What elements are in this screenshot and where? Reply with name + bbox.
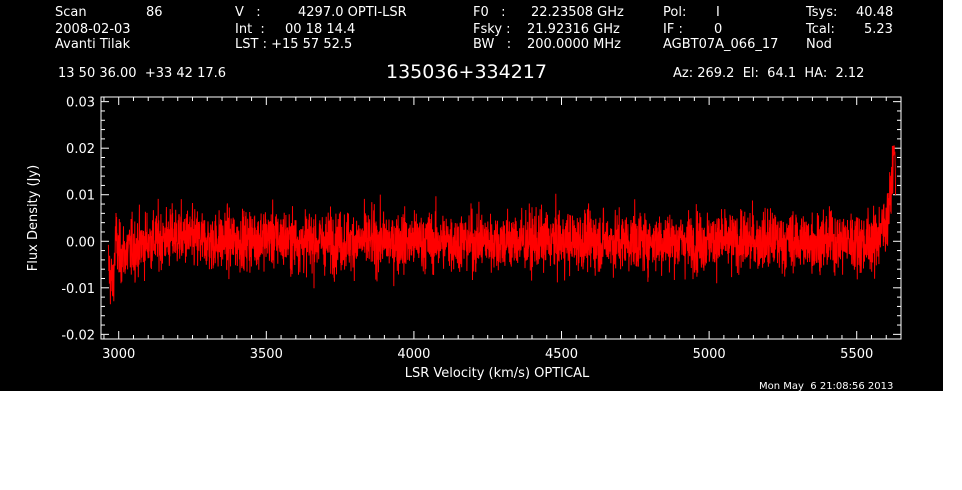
fsky-value: 21.92316 GHz — [527, 22, 620, 37]
scan-number: 86 — [146, 5, 163, 20]
observer-name: Avanti Tilak — [55, 37, 131, 52]
x-tick-label: 5500 — [840, 347, 873, 362]
y-tick-label: 0.03 — [66, 96, 95, 111]
tcal-value: 5.23 — [864, 22, 893, 37]
source-name: 135036+334217 — [386, 61, 547, 83]
int-label: Int : — [235, 22, 265, 37]
y-tick-label: 0.01 — [66, 189, 95, 204]
y-axis-label: Flux Density (Jy) — [26, 165, 41, 271]
int-value: 00 18 14.4 — [285, 22, 356, 37]
plot-frame — [100, 96, 902, 340]
pol-label: Pol: — [663, 5, 687, 20]
source-coordinates: 13 50 36.00 +33 42 17.6 — [58, 66, 227, 81]
x-tick-label: 4000 — [397, 347, 430, 362]
if-value: 0 — [714, 22, 723, 37]
velocity-label: V : — [235, 5, 261, 20]
x-tick-label: 3500 — [250, 347, 283, 362]
bw-value: 200.0000 MHz — [527, 37, 621, 52]
y-tick-label: 0.02 — [66, 142, 95, 157]
x-tick-label: 4500 — [545, 347, 578, 362]
if-label: IF : — [663, 22, 683, 37]
az-el-ha: Az: 269.2 El: 64.1 HA: 2.12 — [673, 66, 865, 81]
spectrum-series-line — [107, 145, 897, 305]
plot-panel — [0, 0, 943, 391]
fsky-label: Fsky : — [473, 22, 511, 37]
x-tick-label: 3000 — [102, 347, 135, 362]
bw-label: BW : — [473, 37, 512, 52]
f0-value: 22.23508 GHz — [531, 5, 624, 20]
x-tick-label: 5000 — [693, 347, 726, 362]
velocity-value: 4297.0 OPTI-LSR — [298, 5, 407, 20]
project-id: AGBT07A_066_17 — [663, 37, 779, 52]
pol-value: I — [716, 5, 720, 20]
y-tick-label: -0.02 — [61, 328, 95, 343]
y-tick-label: 0.00 — [66, 235, 95, 250]
plot-timestamp: Mon May 6 21:08:56 2013 — [759, 381, 894, 392]
tsys-value: 40.48 — [856, 5, 894, 20]
tsys-label: Tsys: — [806, 5, 838, 20]
scan-label: Scan — [55, 5, 87, 20]
y-tick-label: -0.01 — [61, 282, 95, 297]
f0-label: F0 : — [473, 5, 506, 20]
tcal-label: Tcal: — [806, 22, 835, 37]
x-axis-label: LSR Velocity (km/s) OPTICAL — [405, 366, 590, 381]
observing-mode: Nod — [806, 37, 832, 52]
observation-date: 2008-02-03 — [55, 22, 131, 37]
lst-label: LST : +15 57 52.5 — [235, 37, 353, 52]
